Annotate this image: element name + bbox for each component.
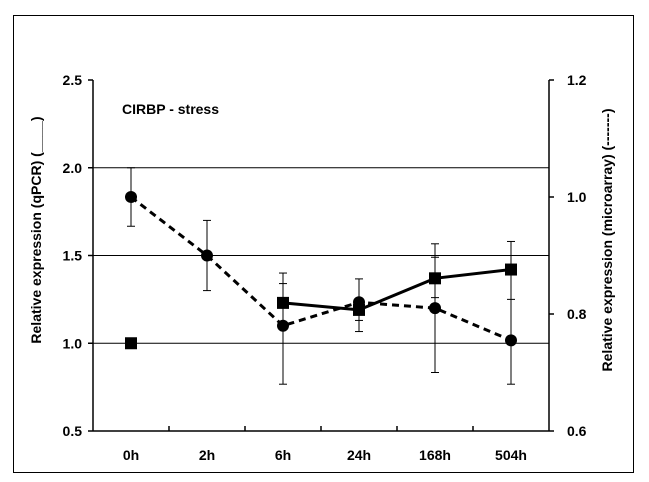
right-tick-label: 1.2 [567, 72, 587, 88]
x-tick-label: 6h [275, 447, 291, 463]
left-tick-label: 1.5 [63, 248, 83, 264]
x-tick-label: 2h [199, 447, 215, 463]
series-line-qPCR [282, 268, 512, 312]
y-axis-label-right: Relative expression (microarray) (------… [599, 109, 615, 372]
series-qPCR [125, 240, 517, 350]
data-point-circle [201, 249, 213, 262]
chart-title: CIRBP - stress [122, 101, 219, 117]
right-tick-label: 0.8 [567, 306, 587, 322]
series-line-microarray [130, 195, 512, 342]
left-tick-label: 2.5 [63, 72, 83, 88]
gridlines [93, 167, 549, 344]
data-point-circle [505, 334, 517, 347]
left-tick-label: 2.0 [63, 160, 83, 176]
left-tick-label: 0.5 [63, 423, 83, 439]
x-tick-label: 0h [123, 447, 139, 463]
series-microarray [125, 167, 517, 385]
data-point-circle [277, 319, 289, 332]
x-tick-label: 168h [419, 447, 451, 463]
y-axis-label-left: Relative expression (qPCR) (____) [28, 116, 44, 343]
x-tick-label: 24h [347, 447, 371, 463]
right-tick-label: 1.0 [567, 189, 587, 205]
left-tick-labels: 0.5 1.0 1.5 2.0 2.5 [63, 72, 93, 439]
data-point-square [125, 337, 137, 350]
data-point-circle [429, 302, 441, 315]
left-tick-label: 1.0 [63, 335, 83, 351]
x-tick-label: 504h [495, 447, 527, 463]
data-point-circle [353, 296, 365, 309]
data-point-circle [125, 191, 137, 203]
x-tick-labels: 0h 2h 6h 24h 168h 504h [123, 426, 527, 463]
series-layer [125, 167, 517, 385]
right-tick-labels: 0.6 0.8 1.0 1.2 [549, 72, 587, 439]
chart-frame [13, 15, 634, 473]
right-tick-label: 0.6 [567, 423, 587, 439]
